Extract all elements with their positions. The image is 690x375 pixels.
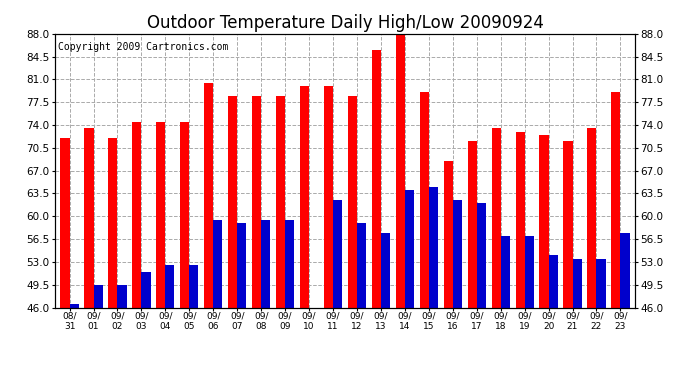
Bar xyxy=(491,128,501,308)
Bar xyxy=(468,141,477,308)
Bar xyxy=(300,86,309,308)
Bar xyxy=(333,200,342,308)
Bar xyxy=(324,86,333,308)
Bar xyxy=(396,34,405,308)
Bar xyxy=(444,161,453,308)
Bar xyxy=(596,259,606,308)
Bar xyxy=(189,265,199,308)
Bar xyxy=(357,223,366,308)
Bar xyxy=(117,285,126,308)
Bar xyxy=(620,232,629,308)
Bar xyxy=(166,265,175,308)
Bar xyxy=(420,92,428,308)
Bar xyxy=(70,304,79,307)
Bar xyxy=(141,272,150,308)
Bar xyxy=(549,255,558,308)
Title: Outdoor Temperature Daily High/Low 20090924: Outdoor Temperature Daily High/Low 20090… xyxy=(146,14,544,32)
Bar xyxy=(252,96,262,308)
Bar xyxy=(381,232,390,308)
Bar xyxy=(84,128,94,308)
Bar xyxy=(237,223,246,308)
Bar xyxy=(564,141,573,308)
Bar xyxy=(453,200,462,308)
Bar xyxy=(156,122,166,308)
Bar xyxy=(540,135,549,308)
Bar xyxy=(228,96,237,308)
Bar xyxy=(94,285,103,308)
Bar xyxy=(372,50,381,308)
Bar xyxy=(61,138,70,308)
Bar xyxy=(515,132,524,308)
Bar xyxy=(132,122,141,308)
Text: Copyright 2009 Cartronics.com: Copyright 2009 Cartronics.com xyxy=(58,42,228,52)
Bar xyxy=(573,259,582,308)
Bar xyxy=(501,236,510,308)
Bar xyxy=(180,122,189,308)
Bar xyxy=(213,219,222,308)
Bar xyxy=(108,138,117,308)
Bar xyxy=(262,219,270,308)
Bar xyxy=(276,96,285,308)
Bar xyxy=(285,219,294,308)
Bar xyxy=(611,92,620,308)
Bar xyxy=(204,82,213,308)
Bar xyxy=(477,203,486,308)
Bar xyxy=(428,187,438,308)
Bar xyxy=(587,128,596,308)
Bar xyxy=(348,96,357,308)
Bar xyxy=(405,190,414,308)
Bar xyxy=(524,236,534,308)
